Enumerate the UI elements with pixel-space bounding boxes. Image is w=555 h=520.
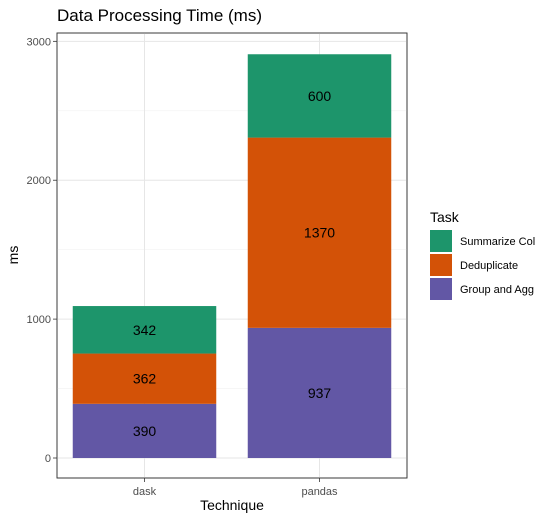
- y-axis: 0 1000 2000 3000: [27, 36, 57, 465]
- legend-items: Summarize Col Deduplicate Group and Agg: [430, 230, 535, 300]
- bars-group: [72, 54, 392, 458]
- legend: Task Summarize Col Deduplicate Group and A…: [430, 209, 535, 300]
- data-labels-group: 390 362 342 937 1370 600: [133, 88, 335, 439]
- legend-swatch: [430, 278, 452, 300]
- legend-label: Group and Agg: [460, 284, 534, 296]
- y-tick-label: 3000: [27, 36, 51, 48]
- bar-segment: [72, 306, 217, 354]
- y-tick-label: 2000: [27, 175, 51, 187]
- chart-title: Data Processing Time (ms): [57, 6, 262, 25]
- data-label: 390: [133, 423, 157, 439]
- x-axis-title: Technique: [200, 497, 264, 513]
- y-tick-label: 1000: [27, 314, 51, 326]
- y-tick-label: 0: [45, 453, 51, 465]
- legend-label: Deduplicate: [460, 260, 518, 272]
- data-label: 362: [133, 371, 157, 387]
- bar-segment: [247, 137, 392, 328]
- x-axis: dask pandas: [133, 478, 338, 498]
- y-axis-title: ms: [5, 246, 21, 265]
- legend-swatch: [430, 254, 452, 276]
- data-label: 600: [308, 88, 332, 104]
- legend-title: Task: [430, 209, 460, 225]
- data-label: 342: [133, 322, 157, 338]
- data-label: 1370: [304, 225, 335, 241]
- bar-segment: [247, 54, 392, 138]
- bar-segment: [247, 327, 392, 458]
- plot-panel-border: [56, 32, 408, 479]
- x-tick-label: pandas: [301, 486, 338, 498]
- x-tick-label: dask: [133, 486, 157, 498]
- data-label: 937: [308, 385, 332, 401]
- bar-segment: [72, 353, 217, 404]
- legend-swatch: [430, 230, 452, 252]
- bar-segment: [72, 403, 217, 458]
- legend-label: Summarize Col: [460, 236, 535, 248]
